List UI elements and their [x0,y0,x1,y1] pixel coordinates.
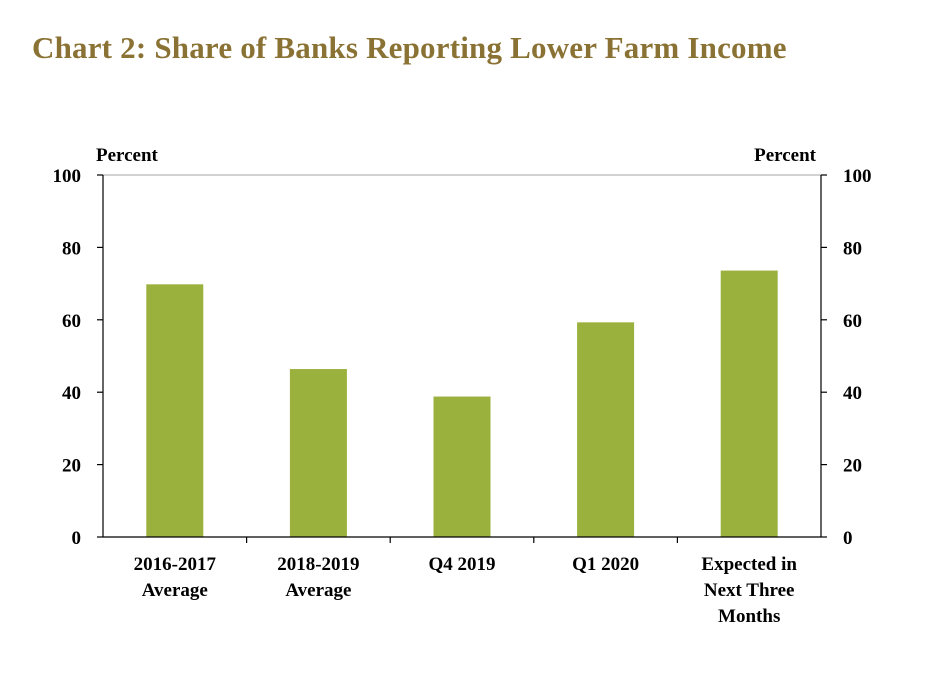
x-category-label: Expected in Next Three Months [701,554,797,627]
bar-3 [577,322,635,537]
x-category-label: 2016-2017 Average [134,554,217,601]
x-category-label-line: Average [142,580,208,601]
left-axis-unit-label: Percent [96,145,159,166]
x-category-label-line: Expected in [701,554,797,575]
x-category-label-line: 2016-2017 [134,554,217,575]
bar-0 [146,284,204,537]
bar-1 [289,369,347,537]
x-category-label-line: Months [718,606,780,627]
x-category-label: 2018-2019 Average [277,554,359,601]
x-category-label: Q1 2020 [572,554,639,575]
y-tick-label-left: 60 [62,311,81,332]
x-category-label-line: 2018-2019 [277,554,359,575]
right-axis-unit-label: Percent [754,145,817,166]
bar-2 [433,396,491,537]
y-tick-label-left: 20 [62,456,81,477]
y-tick-label-left: 0 [72,528,82,549]
x-category-label-line: Next Three [704,580,795,601]
y-tick-label-right: 60 [843,311,862,332]
y-tick-label-left: 80 [62,238,81,259]
y-tick-label-right: 100 [843,166,872,187]
y-tick-label-left: 40 [62,383,81,404]
y-tick-label-right: 0 [843,528,853,549]
x-category-label-line: Q4 2019 [428,554,495,575]
x-category-label: Q4 2019 [428,554,495,575]
chart-title: Chart 2: Share of Banks Reporting Lower … [32,30,787,65]
y-tick-label-right: 20 [843,456,862,477]
x-category-label-line: Average [285,580,351,601]
y-tick-label-left: 100 [53,166,82,187]
y-tick-label-right: 40 [843,383,862,404]
bar-4 [720,270,778,537]
x-category-label-line: Q1 2020 [572,554,639,575]
y-tick-label-right: 80 [843,238,862,259]
